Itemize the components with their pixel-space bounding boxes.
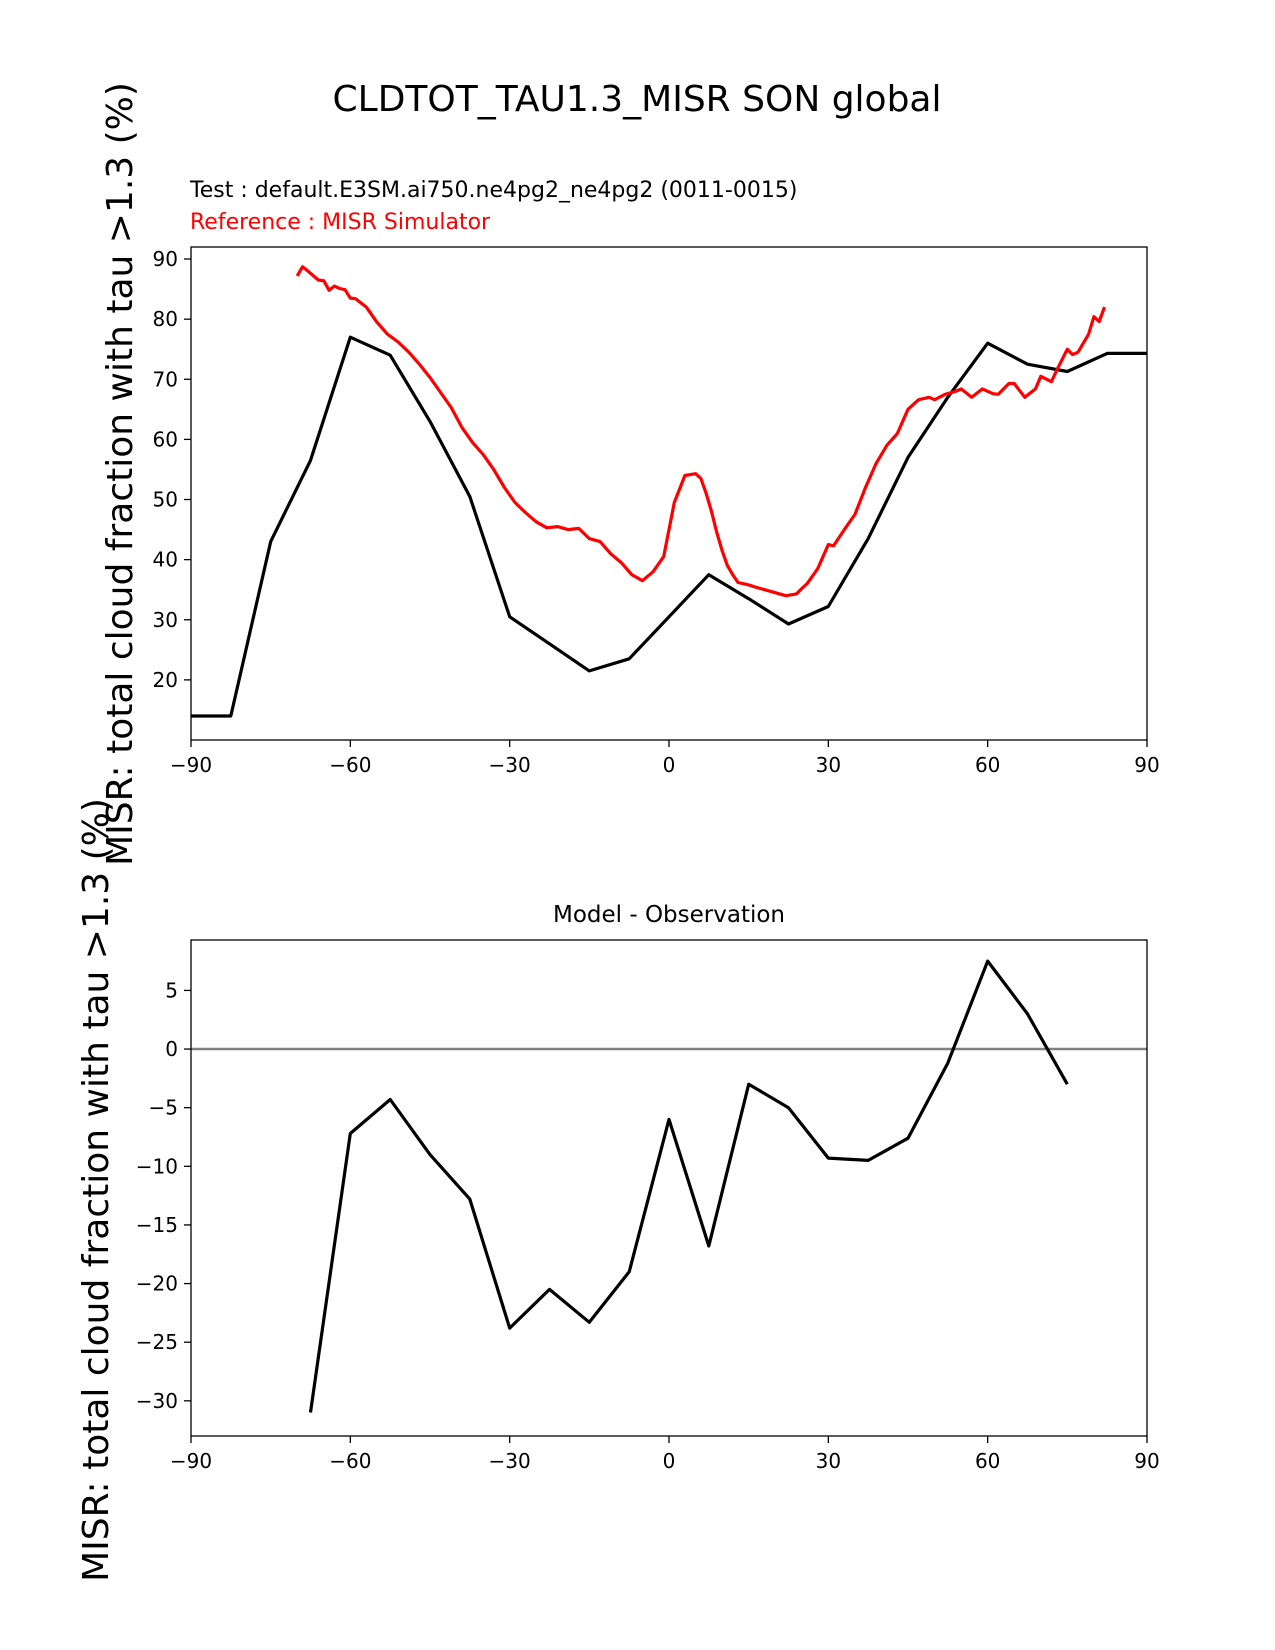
bottom-x-tick-label: −90	[170, 1449, 212, 1473]
top-y-tick-label: 60	[153, 427, 178, 451]
bottom-y-tick-label: −5	[149, 1096, 178, 1120]
top-x-tick-label: −30	[489, 753, 531, 777]
bottom-plot-area: −90 −60 −30 0 30 60 90 5 0 −5 −10 −15 −20 −25 −30	[136, 939, 1160, 1473]
top-y-tick-label: 30	[153, 608, 178, 632]
top-y-tick-label: 70	[153, 367, 178, 391]
bottom-x-tick-label: −30	[489, 1449, 531, 1473]
top-y-axis-label: MISR: total cloud fraction with tau >1.3…	[100, 82, 141, 866]
top-axes-frame	[190, 246, 1148, 741]
bottom-x-tick-label: 0	[663, 1449, 676, 1473]
bottom-y-tick-label: −15	[136, 1213, 178, 1237]
figure-title: CLDTOT_TAU1.3_MISR SON global	[333, 79, 942, 120]
reference-label: Reference : MISR Simulator	[190, 210, 491, 235]
top-chart: Test : default.E3SM.ai750.ne4pg2_ne4pg2 …	[100, 82, 1160, 866]
top-x-tick-label: −60	[329, 753, 371, 777]
top-x-tick-label: 90	[1134, 753, 1159, 777]
top-x-tick-label: 30	[816, 753, 841, 777]
bottom-series-line-1	[308, 959, 1069, 1413]
bottom-x-tick-label: 30	[816, 1449, 841, 1473]
bottom-y-tick-label: 5	[165, 978, 178, 1002]
bottom-axes-frame	[190, 939, 1148, 1437]
bottom-y-tick-label: 0	[165, 1037, 178, 1061]
top-series-line-2	[295, 265, 1107, 598]
bottom-x-tick-label: −60	[329, 1449, 371, 1473]
top-x-tick-label: 0	[663, 753, 676, 777]
test-label: Test : default.E3SM.ai750.ne4pg2_ne4pg2 …	[189, 178, 797, 203]
bottom-x-tick-label: 60	[975, 1449, 1000, 1473]
bottom-x-tick-label: 90	[1134, 1449, 1159, 1473]
top-y-tick-label: 80	[153, 307, 178, 331]
top-y-tick-label: 20	[153, 668, 178, 692]
bottom-chart-title: Model - Observation	[553, 902, 785, 928]
top-y-tick-label: 40	[153, 548, 178, 572]
bottom-chart: Model - Observation MISR: total cloud fr…	[76, 798, 1160, 1582]
top-x-tick-label: 60	[975, 753, 1000, 777]
top-y-tick-label: 90	[153, 247, 178, 271]
bottom-y-axis-label: MISR: total cloud fraction with tau >1.3…	[76, 798, 117, 1582]
top-plot-area: −90 −60 −30 0 30 60 90 20 30 40 50 60 70 80 90	[153, 246, 1160, 777]
bottom-y-tick-label: −30	[136, 1389, 178, 1413]
bottom-y-tick-label: −25	[136, 1330, 178, 1354]
top-y-tick-label: 50	[153, 488, 178, 512]
top-x-tick-label: −90	[170, 753, 212, 777]
top-series-line-1	[191, 335, 1147, 718]
bottom-y-tick-label: −20	[136, 1272, 178, 1296]
bottom-y-tick-label: −10	[136, 1154, 178, 1178]
